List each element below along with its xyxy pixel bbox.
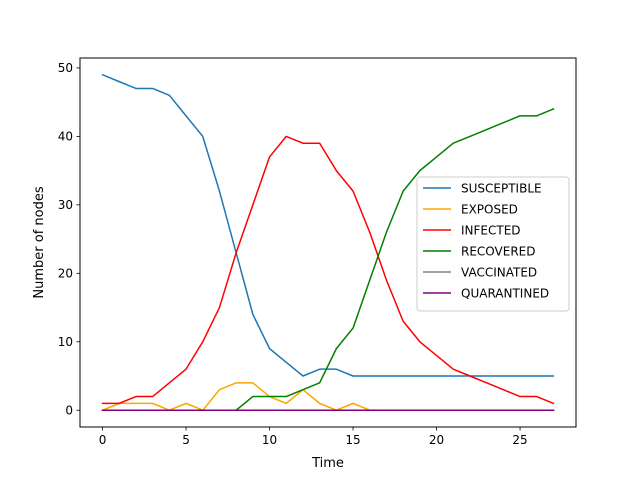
- legend-label-exposed: EXPOSED: [461, 203, 518, 217]
- x-axis-label: Time: [311, 456, 344, 471]
- x-tick-label: 25: [512, 433, 527, 447]
- y-tick-label: 40: [58, 130, 73, 144]
- x-tick-label: 5: [182, 433, 190, 447]
- x-tick-label: 0: [99, 433, 107, 447]
- x-tick-label: 15: [345, 433, 360, 447]
- legend-label-vaccinated: VACCINATED: [461, 266, 537, 280]
- legend-label-infected: INFECTED: [461, 224, 521, 238]
- y-tick-label: 20: [58, 267, 73, 281]
- x-tick-label: 20: [429, 433, 444, 447]
- series-line-susceptible: [101, 73, 555, 377]
- y-tick-label: 0: [65, 404, 73, 418]
- axes-layer: 0 5 10 15 20 25 0 10 20 30 40 50: [58, 61, 528, 447]
- y-tick-label: 10: [58, 335, 73, 349]
- y-tick-label: 30: [58, 198, 73, 212]
- legend: SUSCEPTIBLE EXPOSED INFECTED RECOVERED VACCI…: [416, 176, 570, 312]
- legend-label-quarantined: QUARANTINED: [461, 287, 549, 301]
- series-line-infected: [101, 135, 555, 405]
- y-axis-label: Number of nodes: [32, 186, 47, 298]
- legend-box: [416, 176, 570, 312]
- legend-label-recovered: RECOVERED: [461, 245, 535, 259]
- y-tick-label: 50: [58, 61, 73, 75]
- x-tick-label: 10: [262, 433, 277, 447]
- series-layer: [101, 73, 555, 412]
- legend-label-susceptible: SUSCEPTIBLE: [461, 182, 542, 196]
- plot-frame: [79, 57, 577, 428]
